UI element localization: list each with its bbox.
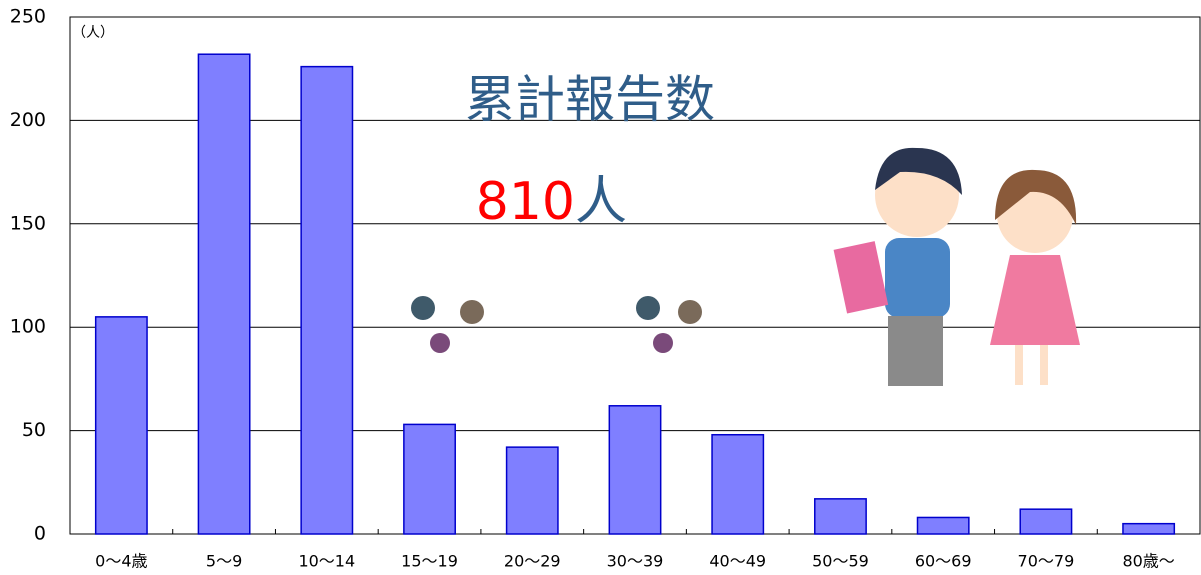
x-tick-label: 50～59 [812, 552, 869, 571]
bar [608, 405, 662, 535]
y-tick-label: 200 [10, 109, 46, 131]
total-value: 810 [476, 172, 575, 232]
y-tick-label: 100 [10, 316, 46, 338]
x-tick-label: 5～9 [206, 552, 242, 571]
bar [1019, 508, 1073, 535]
bar [94, 316, 148, 535]
x-tick-label: 10～14 [298, 552, 355, 571]
chart-title: 累計報告数 [465, 71, 715, 129]
bar [197, 53, 251, 535]
total-unit: 人 [575, 172, 627, 232]
y-unit: （人） [72, 25, 114, 41]
x-tick-label: 20～29 [504, 552, 561, 571]
x-tick-label: 15～19 [401, 552, 458, 571]
y-tick-label: 150 [10, 212, 46, 234]
x-tick-label: 0～4歳 [95, 552, 147, 571]
x-tick-label: 80歳～ [1122, 552, 1174, 571]
bar [403, 423, 456, 535]
bar [1122, 522, 1176, 535]
bar [300, 65, 354, 535]
decoration [411, 147, 1080, 386]
y-tick-label: 50 [22, 419, 46, 441]
bar [916, 516, 970, 535]
y-tick-label: 250 [10, 6, 46, 28]
bar [814, 498, 867, 535]
x-tick-label: 40～49 [709, 552, 766, 571]
x-tick-label: 70～79 [1018, 552, 1075, 571]
bar [711, 433, 765, 535]
y-tick-label: 0 [34, 523, 46, 545]
x-tick-label: 30～39 [607, 552, 664, 571]
x-tick-label: 60～69 [915, 552, 972, 571]
bar [505, 446, 559, 535]
